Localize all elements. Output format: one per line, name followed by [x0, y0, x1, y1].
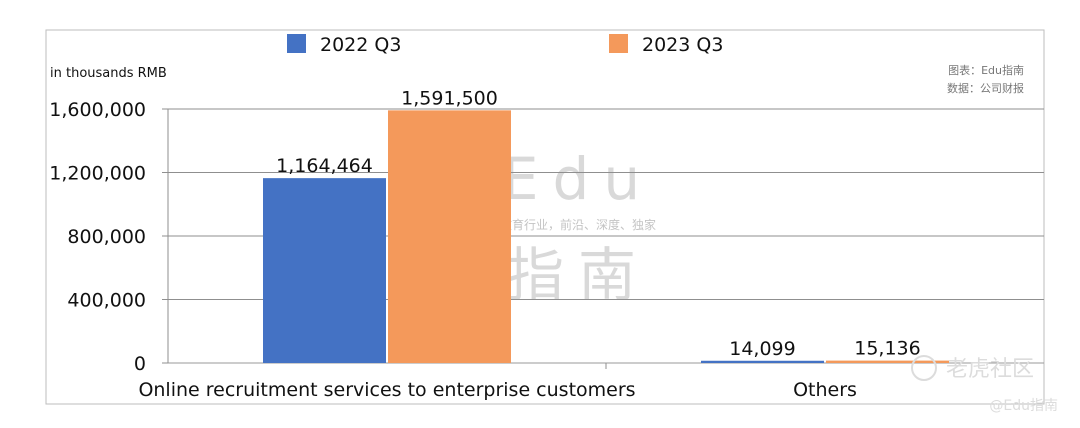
watermark: Edu 教育行业，前沿、深度、独家 指南 — [500, 145, 656, 309]
legend-swatch — [287, 34, 306, 53]
bar-2022-q3-cat1 — [701, 360, 824, 363]
chart-frame — [45, 29, 1045, 405]
data-label: 1,164,464 — [276, 155, 373, 177]
watermark-zhinan: 指南 — [506, 241, 650, 309]
bars — [263, 110, 949, 364]
x-axis: Online recruitment services to enterpris… — [138, 363, 857, 401]
x-category-label: Online recruitment services to enterpris… — [138, 379, 635, 401]
data-labels: 1,164,464 1,591,500 14,099 15,136 — [276, 87, 921, 359]
legend-swatch — [609, 34, 628, 53]
source-note-chart: 图表：Edu指南 — [948, 63, 1024, 77]
tiger-logo-icon — [911, 355, 937, 381]
x-category-label: Others — [793, 379, 857, 401]
watermark-edu: Edu — [502, 145, 654, 213]
y-tick-label: 0 — [134, 353, 146, 375]
data-label: 15,136 — [854, 338, 920, 360]
corner-watermark: 老虎社区 @Edu指南 — [911, 355, 1058, 414]
y-tick-label: 800,000 — [67, 226, 146, 248]
bar-2022-q3-cat0 — [263, 178, 386, 363]
bar-2023-q3-cat1 — [826, 360, 949, 363]
y-tick-label: 1,600,000 — [49, 99, 146, 121]
unit-label: in thousands RMB — [50, 66, 167, 81]
data-label: 1,591,500 — [401, 87, 498, 109]
watermark-slogan: 教育行业，前沿、深度、独家 — [500, 217, 656, 232]
data-label: 14,099 — [729, 338, 795, 360]
legend-label: 2023 Q3 — [642, 34, 723, 56]
corner-brand: 老虎社区 — [946, 357, 1034, 382]
legend: 2022 Q3 2023 Q3 — [287, 34, 723, 56]
y-tick-label: 1,200,000 — [49, 163, 146, 185]
y-tick-label: 400,000 — [67, 290, 146, 312]
source-note-data: 数据：公司财报 — [947, 81, 1024, 95]
bar-2023-q3-cat0 — [388, 110, 511, 364]
corner-handle: @Edu指南 — [989, 398, 1058, 414]
y-axis: 0 400,000 800,000 1,200,000 1,600,000 — [49, 99, 169, 375]
legend-label: 2022 Q3 — [320, 34, 401, 56]
